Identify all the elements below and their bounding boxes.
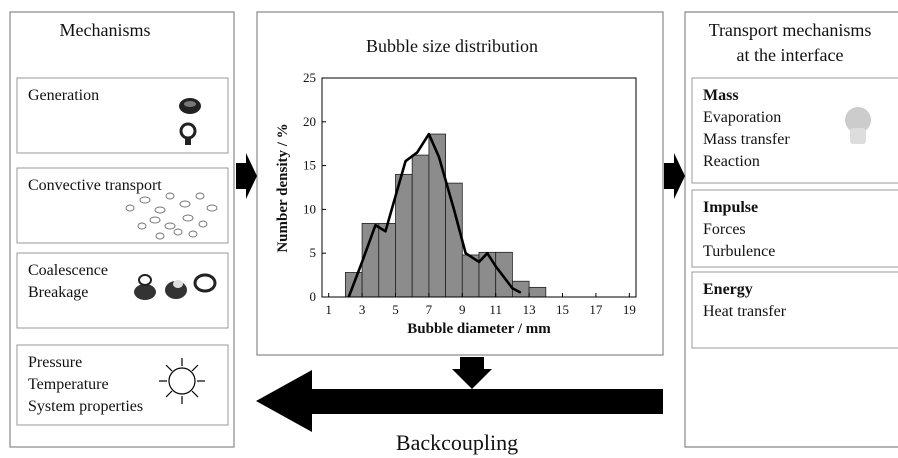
x-tick-label: 13 [523,302,536,317]
y-axis-label: Number density / % [275,123,291,252]
x-tick-label: 11 [489,302,502,317]
bar [528,286,547,298]
box-text: Coalescence [28,262,108,279]
bar [428,133,446,298]
bar [495,251,513,298]
box [691,271,898,349]
box-text: Pressure [28,354,82,371]
panel-title: Mechanisms [60,20,151,40]
arrow [452,357,492,389]
box-text: Heat transfer [703,303,787,320]
y-tick-label: 5 [310,245,317,260]
bubble-icon [179,98,201,145]
y-tick-label: 15 [303,158,316,173]
fit-curve [347,132,522,298]
box-text: Generation [28,87,99,104]
bar [445,182,463,298]
x-tick-label: 17 [589,302,603,317]
bar [411,154,430,298]
y-tick-label: 20 [303,114,316,129]
bar [361,223,380,298]
y-tick-label: 25 [303,70,316,85]
chart-title: Bubble size distribution [366,36,538,56]
box [16,167,229,244]
x-tick-label: 1 [325,302,332,317]
pressure-icon [159,358,205,404]
box-text: Breakage [28,284,88,301]
box-text: Temperature [28,376,109,393]
x-tick-label: 19 [623,302,636,317]
x-tick-label: 3 [359,302,366,317]
box-text: Turbulence [703,243,775,260]
box-text: Forces [703,221,746,238]
x-tick-label: 15 [556,302,569,317]
x-tick-label: 9 [459,302,466,317]
panel-title: Transport mechanisms [709,20,872,40]
plot-frame [321,77,637,298]
bubble-icon [134,273,217,300]
x-tick-label: 7 [426,302,433,317]
bubble-icon [125,192,218,240]
x-axis-label: Bubble diameter / mm [407,321,551,337]
box-heading: Mass [703,87,739,104]
y-tick-label: 10 [303,201,316,216]
box [691,77,898,184]
drop-icon [845,107,871,144]
panel-title: at the interface [737,45,844,65]
arrow [236,153,257,199]
bar [395,173,413,298]
box-text: System properties [28,398,143,415]
x-tick-label: 5 [392,302,399,317]
box [16,252,229,329]
arrow [664,153,685,199]
footer-label: Backcoupling [396,430,518,455]
bar [378,223,396,298]
arrow [256,370,663,432]
box-heading: Energy [703,281,753,298]
box-text: Evaporation [703,109,781,126]
box [16,77,229,154]
y-tick-label: 0 [310,289,317,304]
box [691,189,898,268]
box-text: Mass transfer [703,131,790,148]
box-text: Reaction [703,153,760,170]
box-text: Convective transport [28,177,162,194]
box-heading: Impulse [703,199,758,216]
